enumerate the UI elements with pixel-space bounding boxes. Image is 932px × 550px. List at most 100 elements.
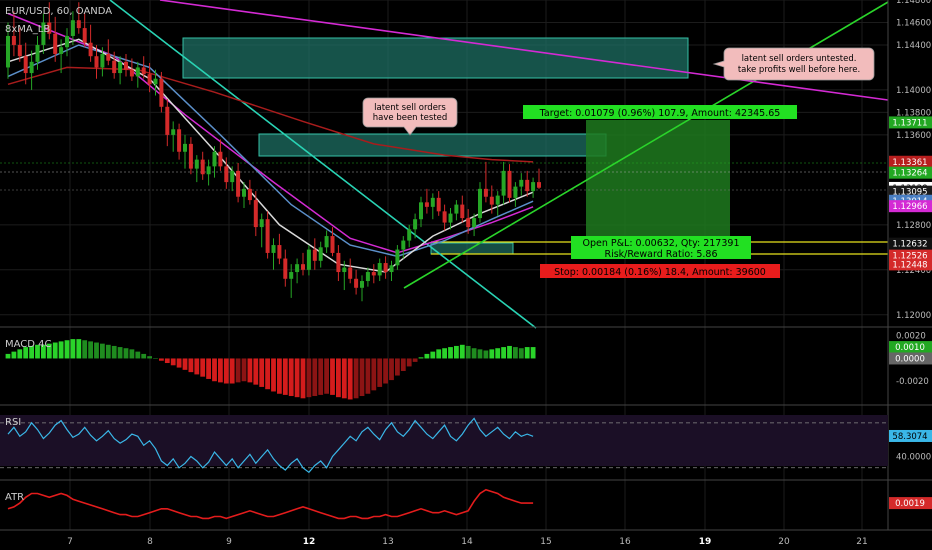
candle-body [212, 151, 217, 167]
candle-body [188, 143, 193, 169]
macd-badge [889, 352, 932, 365]
candle-body [82, 28, 87, 43]
macd-bar [312, 358, 318, 397]
macd-bar [23, 347, 29, 359]
candle-body [283, 258, 288, 279]
macd-bar [430, 351, 436, 359]
candle-body [53, 33, 58, 54]
candle-body [531, 182, 536, 192]
macd-bar [383, 358, 388, 384]
rsi-line [7, 417, 534, 474]
candle-body [395, 249, 400, 266]
supply-zone-top [182, 37, 689, 79]
price-tick-label: 1.13800 [896, 108, 931, 118]
candle-body [495, 195, 500, 205]
macd-bar [442, 348, 447, 359]
candle-body [265, 219, 270, 253]
time-tick-label: 12 [303, 537, 316, 547]
macd-bar [454, 345, 459, 359]
candle-body [141, 67, 146, 75]
candle-body [354, 278, 359, 288]
candle-body [147, 74, 152, 85]
macd-bar [294, 358, 300, 398]
candle-body [59, 47, 64, 54]
candle-body [124, 61, 128, 70]
candle-body [501, 170, 506, 196]
price-tick-label: 1.13600 [896, 131, 931, 141]
open-pl-box: Open P&L: 0.00632, Qty: 217391 Risk/Rewa… [571, 236, 751, 260]
candle-body [236, 170, 241, 197]
candle-body [153, 78, 158, 85]
price-badge-label: 1.13361 [892, 158, 927, 168]
macd-bar [76, 339, 82, 359]
macd-bar [359, 358, 365, 397]
stop-label-box: Stop: 0.00184 (0.16%) 18.4, Amount: 3960… [540, 264, 780, 278]
macd-bar [159, 358, 164, 361]
candle-body [242, 188, 246, 197]
price-badge [889, 200, 932, 213]
macd-bar [259, 358, 265, 387]
candle-body [448, 213, 453, 223]
symbol-title: EUR/USD, 60, OANDA [5, 6, 112, 17]
candle-body [11, 35, 16, 45]
macd-bar [277, 358, 282, 394]
macd-bar [188, 358, 194, 373]
moving-average-line [7, 66, 534, 163]
candle-body [306, 249, 311, 270]
candle-body [442, 211, 447, 223]
price-badge-label: 1.12966 [892, 202, 927, 212]
atr-title: ATR [5, 492, 24, 503]
candle-body [106, 53, 111, 61]
callout-top-line2: take profits well before here. [738, 65, 860, 75]
macd-bar [88, 341, 93, 359]
time-tick-label: 21 [856, 537, 867, 547]
macd-bar [471, 348, 477, 359]
macd-bar [282, 358, 288, 395]
macd-bar [117, 347, 123, 359]
macd-bar [29, 345, 34, 359]
target-zone [586, 120, 730, 241]
price-badge [889, 258, 932, 271]
candle-body [336, 252, 341, 273]
price-badge-label: 1.13711 [892, 118, 927, 128]
rsi-title: RSI [5, 417, 21, 428]
macd-bar [218, 358, 223, 383]
long-term-trendline [159, 0, 889, 101]
macd-bar [206, 358, 211, 379]
candle-body [513, 186, 518, 198]
macd-bar [100, 343, 105, 359]
candle-body [194, 159, 199, 169]
candle-body [460, 204, 465, 219]
macd-bar [318, 358, 324, 395]
open-pl-line2: Risk/Reward Ratio: 5.86 [604, 249, 717, 260]
macd-bar [141, 353, 147, 359]
macd-bar [241, 358, 247, 382]
macd-bar [52, 342, 58, 359]
macd-bar [46, 343, 52, 359]
macd-bar [501, 347, 506, 359]
macd-bar [253, 358, 259, 385]
candle-body [537, 182, 541, 188]
macd-bar [400, 358, 406, 371]
macd-bar [365, 358, 371, 394]
candle-body [129, 69, 134, 77]
macd-bar [82, 340, 88, 359]
macd-bar [194, 358, 200, 375]
candle-body [478, 188, 482, 219]
candle-body [348, 267, 353, 279]
candle-body [159, 78, 164, 107]
macd-bar [11, 351, 17, 359]
rsi-badge-label: 58.3074 [892, 432, 927, 442]
price-tick-label: 1.12000 [896, 311, 931, 321]
candle-body [271, 245, 276, 253]
macd-bar [105, 344, 111, 359]
zones [182, 37, 730, 255]
macd-bar [288, 358, 294, 397]
macd-bar [41, 344, 46, 359]
price-tick-label: 1.14600 [896, 18, 931, 28]
candle-body [47, 22, 52, 34]
macd-bar [483, 350, 489, 359]
macd-bar [306, 358, 312, 398]
macd-bar [123, 348, 129, 359]
macd-bar [17, 349, 23, 359]
